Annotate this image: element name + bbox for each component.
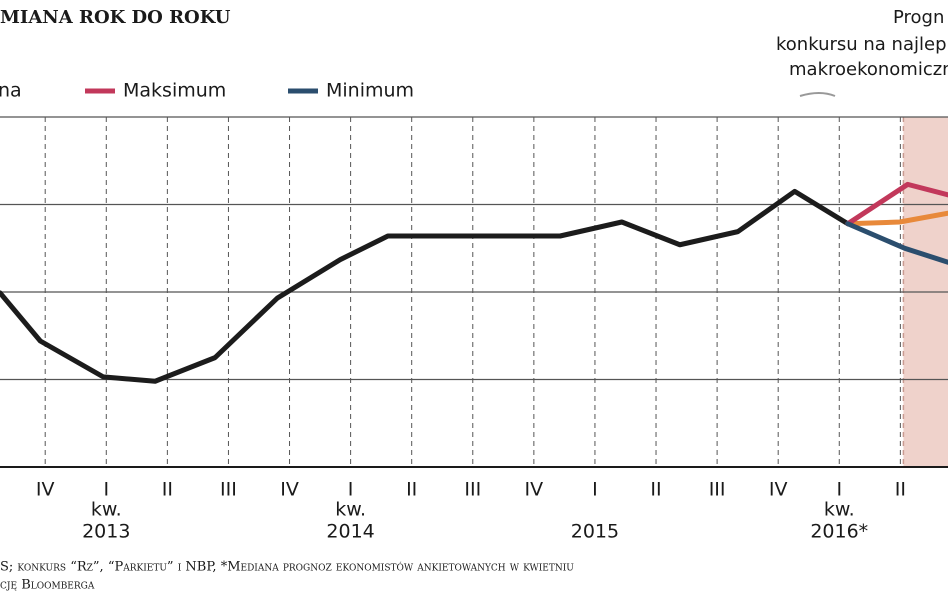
series-line [845, 221, 948, 265]
x-tick-label: III [220, 479, 237, 501]
year-label: 2015 [571, 521, 619, 543]
year-label: 2014 [326, 521, 374, 543]
x-tick-label: II [895, 479, 906, 501]
legend-label: na [0, 80, 22, 102]
series-line [845, 181, 948, 227]
x-tick-label: I [348, 479, 354, 501]
annotation: konkursu na najlep [776, 34, 947, 55]
x-tick-label: IV [36, 479, 55, 501]
annotation: makroekonomiczne [789, 59, 948, 80]
source: S; konkurs “Rz”, “Parkietu” i NBP, *Medi… [0, 560, 574, 575]
annotation-arrow [799, 92, 836, 97]
chart-title: MIANA ROK DO ROKU [0, 7, 231, 28]
x-tick-label: I [592, 479, 598, 501]
x-tick-label: I [103, 479, 109, 501]
x-tick-label: II [650, 479, 661, 501]
year-label: 2013 [82, 521, 130, 543]
year-label: kw. [824, 499, 855, 521]
series-line [0, 188, 851, 384]
annotation: Progn [893, 7, 944, 28]
x-tick-label: I [836, 479, 842, 501]
year-label: kw. [91, 499, 122, 521]
x-tick-label: II [406, 479, 417, 501]
x-tick-label: IV [525, 479, 544, 501]
x-tick-label: III [464, 479, 481, 501]
x-tick-label: IV [280, 479, 299, 501]
source: cję Bloomberga [0, 578, 95, 593]
legend-label: Maksimum [123, 80, 226, 102]
year-label: kw. [335, 499, 366, 521]
x-tick-label: IV [769, 479, 788, 501]
x-tick-label: III [709, 479, 726, 501]
x-tick-label: II [162, 479, 173, 501]
year-label: 2016* [810, 521, 868, 543]
series-line [845, 210, 948, 227]
legend-label: Minimum [326, 80, 414, 102]
